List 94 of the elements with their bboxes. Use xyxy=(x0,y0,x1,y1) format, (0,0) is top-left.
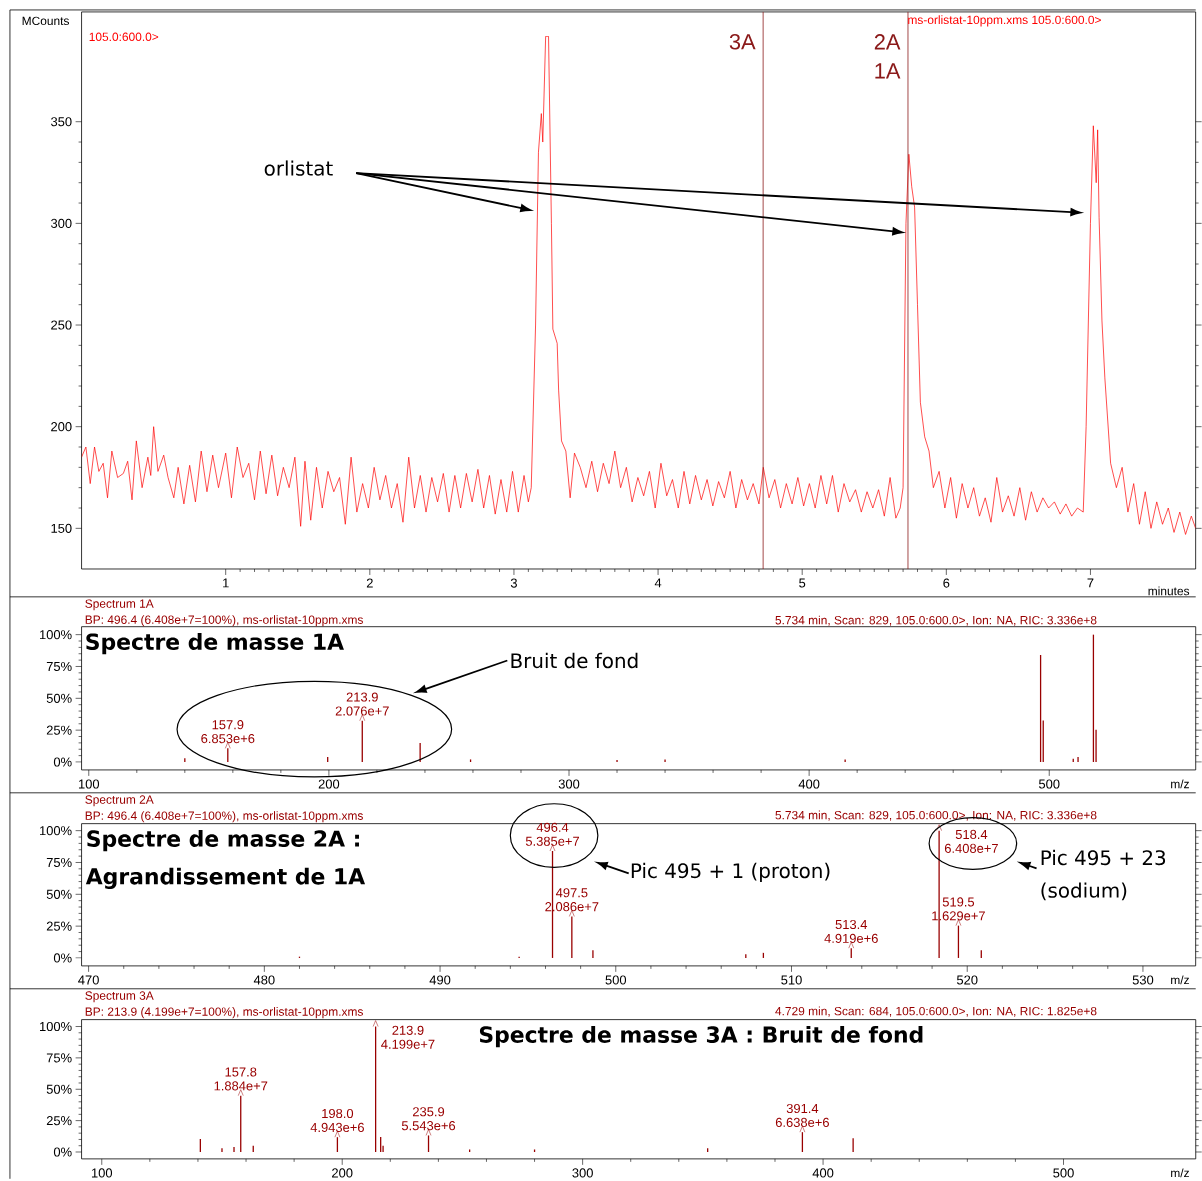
y-tick-label: 200 xyxy=(51,422,72,432)
annotation: 391.4 xyxy=(786,1103,819,1114)
y-tick-label: 100% xyxy=(40,826,72,836)
y-tick-label: 50% xyxy=(46,1084,72,1094)
chart-subtitle: BP: 496.4 (6.408e+7=100%), ms-orlistat-10ppm.xms xyxy=(85,615,363,627)
annotation: 496.4 xyxy=(536,822,569,832)
y-tick-label: 25% xyxy=(46,1116,72,1126)
y-tick-label: 0% xyxy=(53,953,72,963)
annotation: 518.4 xyxy=(955,829,988,840)
text: 5.734 min, Scan: 829, 105.0:600.0>, Ion: NA, RIC: 3.336e+8 xyxy=(775,810,1097,821)
y-tick-label: 50% xyxy=(46,889,72,899)
annotation: (sodium) xyxy=(1041,882,1127,901)
chart-title: Spectrum 1A xyxy=(85,599,154,611)
text: 5.734 min, Scan: 829, 105.0:600.0>, Ion: NA, RIC: 3.336e+8 xyxy=(775,615,1097,626)
chart-title: Spectrum 2A xyxy=(85,795,154,807)
annotation: 198.0 xyxy=(322,1109,354,1119)
x-tick-label: 480 xyxy=(253,975,275,985)
y-tick-label: 25% xyxy=(46,921,72,931)
annotation: 2.076e+7 xyxy=(335,706,389,716)
x-tick-label: 200 xyxy=(332,1168,353,1178)
x-tick-label: 5 xyxy=(799,578,806,588)
annotation: Pic 495 + 23 xyxy=(1041,849,1166,866)
y-tick-label: 25% xyxy=(46,725,72,735)
y-tick-label: 0% xyxy=(53,1147,72,1157)
ref-line-label: 2A xyxy=(874,34,901,50)
y-tick-label: 75% xyxy=(46,1053,72,1063)
x-tick-label: 510 xyxy=(781,975,802,985)
x-axis-title: m/z xyxy=(1171,1168,1189,1178)
chart-subtitle: BP: 213.9 (4.199e+7=100%), ms-orlistat-10ppm.xms xyxy=(85,1007,363,1019)
x-tick-label: 3 xyxy=(510,578,517,588)
y-tick-label: 0% xyxy=(53,757,72,767)
annotation: Spectre de masse 1A xyxy=(86,633,344,655)
x-tick-label: 520 xyxy=(956,975,978,985)
y-tick-label: 250 xyxy=(51,320,72,330)
annotation: 497.5 xyxy=(555,888,588,898)
x-tick-label: 300 xyxy=(558,779,580,789)
x-tick-label: 100 xyxy=(78,779,100,789)
annotation: 213.9 xyxy=(346,692,378,702)
x-tick-label: 4 xyxy=(654,578,662,588)
x-tick-label: 500 xyxy=(1038,779,1060,789)
y-tick-label: 350 xyxy=(51,117,72,127)
annotation: Bruit de fond xyxy=(511,652,638,669)
ref-line-label: 3A xyxy=(729,34,756,50)
x-tick-label: 530 xyxy=(1132,975,1154,985)
y-tick-label: 75% xyxy=(46,858,72,868)
annotation: 105.0:600.0> xyxy=(89,32,159,42)
x-tick-label: 200 xyxy=(318,779,340,789)
x-tick-label: 470 xyxy=(78,975,99,985)
annotation: 1.884e+7 xyxy=(214,1081,268,1091)
annotation: 4.199e+7 xyxy=(381,1039,435,1049)
y-tick-label: 150 xyxy=(51,523,72,533)
annotation: Spectre de masse 2A : xyxy=(87,830,359,852)
annotation: 513.4 xyxy=(835,919,868,930)
x-tick-label: 6 xyxy=(943,578,950,588)
x-axis-title: m/z xyxy=(1171,779,1189,789)
y-tick-label: 100% xyxy=(40,630,72,640)
annotation: 6.408e+7 xyxy=(944,843,998,854)
annotation: 1A xyxy=(875,63,901,79)
y-tick-label: 300 xyxy=(51,218,72,229)
annotation: Spectre de masse 3A : Bruit de fond xyxy=(479,1026,923,1048)
annotation: 157.9 xyxy=(212,720,244,730)
chart-title: Spectrum 3A xyxy=(85,991,154,1003)
y-axis-title: MCounts xyxy=(22,16,69,26)
annotation: ms-orlistat-10ppm.xms 105.0:600.0> xyxy=(908,15,1101,27)
annotation: 157.8 xyxy=(225,1067,257,1077)
chart-subtitle: BP: 496.4 (6.408e+7=100%), ms-orlistat-10ppm.xms xyxy=(85,811,363,823)
x-tick-label: 400 xyxy=(798,779,820,789)
annotation: 4.919e+6 xyxy=(824,933,878,944)
annotation: 4.943e+6 xyxy=(310,1122,364,1133)
annotation: 519.5 xyxy=(942,897,975,907)
annotation: 6.638e+6 xyxy=(775,1117,829,1128)
annotation: 235.9 xyxy=(412,1107,445,1117)
x-axis-title: minutes xyxy=(1148,586,1190,596)
x-tick-label: 2 xyxy=(366,578,373,588)
annotation: Agrandissement de 1A xyxy=(85,867,366,890)
y-tick-label: 75% xyxy=(46,662,72,672)
y-tick-label: 100% xyxy=(40,1022,72,1032)
x-tick-label: 7 xyxy=(1087,578,1094,588)
annotation: 5.385e+7 xyxy=(525,836,579,846)
x-tick-label: 1 xyxy=(223,578,229,588)
annotation: orlistat xyxy=(264,160,333,176)
x-tick-label: 500 xyxy=(1053,1168,1074,1178)
text: 4.729 min, Scan: 684, 105.0:600.0>, Ion: NA, RIC: 1.825e+8 xyxy=(775,1006,1097,1017)
y-tick-label: 50% xyxy=(46,693,72,703)
x-tick-label: 500 xyxy=(605,975,627,985)
x-tick-label: 400 xyxy=(812,1168,834,1178)
annotation: 5.543e+6 xyxy=(401,1121,456,1131)
annotation: 6.853e+6 xyxy=(201,734,255,744)
x-axis-title: m/z xyxy=(1171,975,1189,985)
annotation: 213.9 xyxy=(392,1025,424,1035)
annotation: Pic 495 + 1 (proton) xyxy=(631,862,830,883)
x-tick-label: 490 xyxy=(429,975,451,985)
x-tick-label: 100 xyxy=(91,1168,113,1178)
x-tick-label: 300 xyxy=(572,1168,593,1178)
